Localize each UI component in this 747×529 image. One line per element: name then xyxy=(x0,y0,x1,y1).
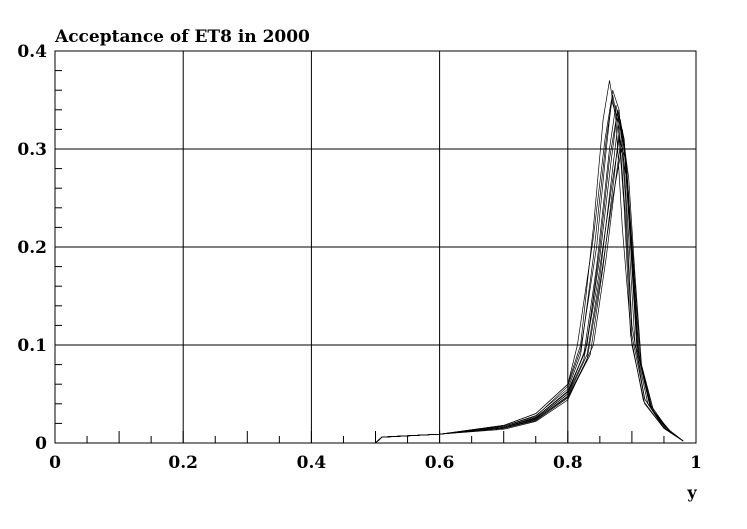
grid xyxy=(55,51,696,443)
tick-labels: 0 0.2 0.4 0.6 0.8 1 0 0.1 0.2 0.3 0.4 xyxy=(17,42,702,473)
series-line-12 xyxy=(375,109,684,444)
series-line-11 xyxy=(375,99,684,444)
y-tick-label: 0.1 xyxy=(17,336,47,356)
x-tick-label: 0.6 xyxy=(425,453,455,473)
series-group xyxy=(375,80,684,444)
x-axis-label: y xyxy=(686,483,697,502)
x-tick-label: 0 xyxy=(49,453,61,473)
series-line-10 xyxy=(375,148,684,444)
x-tick-label: 0.8 xyxy=(553,453,583,473)
chart-title: Acceptance of ET8 in 2000 xyxy=(54,27,310,47)
y-tick-label: 0.4 xyxy=(17,42,47,62)
y-tick-label: 0.2 xyxy=(17,238,47,258)
x-tick-label: 0.4 xyxy=(297,453,327,473)
x-tick-label: 0.2 xyxy=(168,453,198,473)
y-tick-label: 0 xyxy=(35,434,47,454)
ticks xyxy=(54,50,697,444)
y-tick-label: 0.3 xyxy=(17,140,47,160)
x-tick-label: 1 xyxy=(690,453,702,473)
series-line-8 xyxy=(375,90,684,444)
